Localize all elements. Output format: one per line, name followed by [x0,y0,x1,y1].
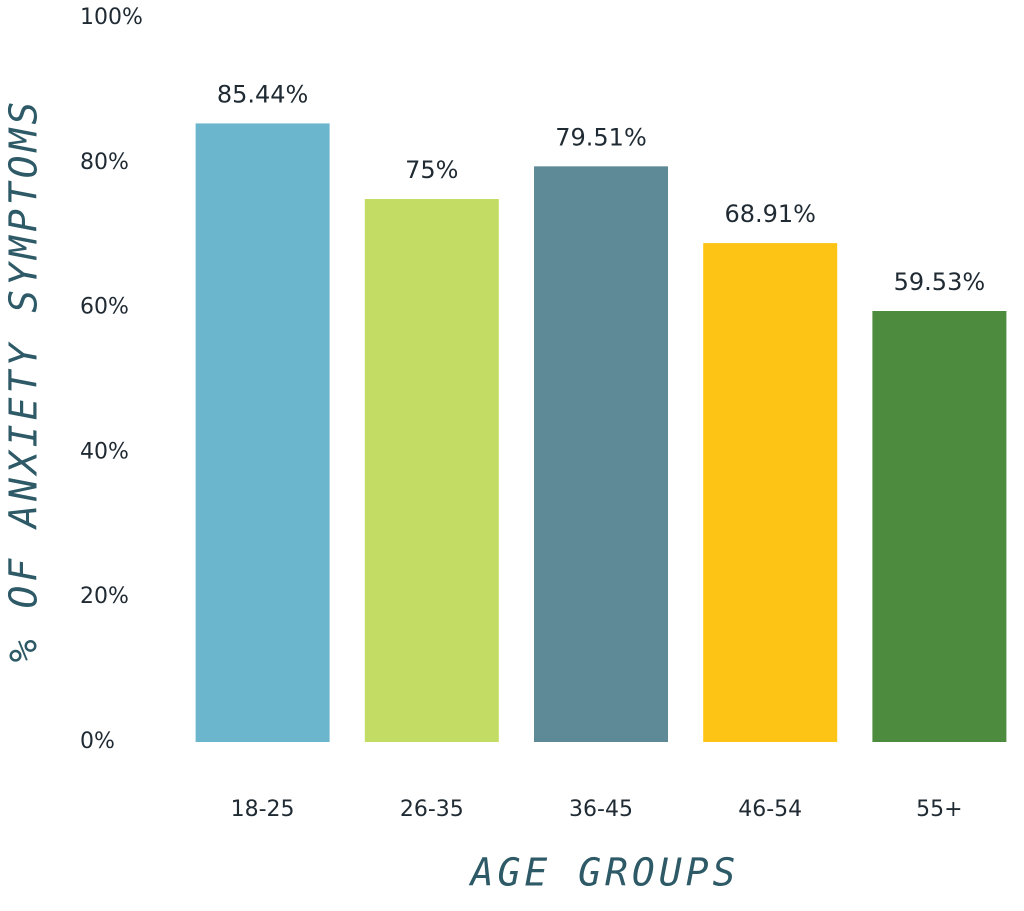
value-label: 79.51% [555,123,647,151]
y-tick-label: 100% [80,5,143,30]
y-tick-label: 80% [80,150,129,175]
x-tick-label: 55+ [916,797,962,822]
value-label: 59.53% [894,268,986,296]
bar [534,166,668,742]
bar [364,199,499,742]
x-tick-label: 18-25 [231,797,295,822]
x-tick-label: 46-54 [738,797,802,822]
y-tick-label: 0% [80,729,115,754]
bar [703,243,838,742]
value-label: 85.44% [217,80,309,108]
bar [872,311,1007,742]
y-tick-label: 20% [80,584,129,609]
x-axis-title: AGE GROUPS [469,851,740,895]
value-label: 75% [405,156,458,184]
x-tick-label: 36-45 [569,797,633,822]
y-tick-label: 40% [80,439,129,464]
value-label: 68.91% [724,200,816,228]
y-tick-label: 60% [80,295,129,320]
x-tick-label: 26-35 [400,797,464,822]
y-axis-title: % OF ANXIETY SYMPTOMS [2,98,46,662]
bar [195,123,330,742]
